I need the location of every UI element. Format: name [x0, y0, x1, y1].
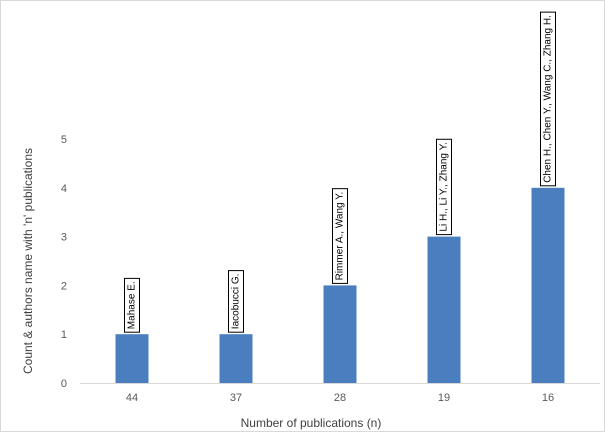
data-label-text: Chen H., Chen Y., Wang C., Zhang H. [543, 15, 554, 183]
bar [115, 334, 149, 383]
data-label-box [436, 138, 452, 236]
data-label: Rimmer A., Wang Y. [332, 188, 348, 284]
data-label-box [540, 11, 556, 187]
x-tick-label: 37 [230, 392, 242, 404]
bars [115, 187, 565, 383]
data-label-text: Li H., Li Y., Zhang Y. [439, 142, 450, 231]
y-axis-title: Count & authors name with 'n' publicatio… [21, 148, 35, 374]
bar [323, 285, 357, 383]
x-tick-labels: 44 37 28 19 16 [126, 392, 554, 404]
data-label-text: Mahase E. [127, 281, 138, 329]
data-label-text: Iacobucci G. [231, 274, 242, 330]
y-tick-label: 2 [61, 280, 67, 292]
y-tick-label: 0 [61, 378, 67, 390]
data-label-box [228, 270, 244, 333]
y-tick-label: 4 [61, 183, 67, 195]
bar [427, 236, 461, 383]
data-label: Li H., Li Y., Zhang Y. [436, 138, 452, 236]
x-tick-label: 44 [126, 392, 138, 404]
data-label-box [332, 188, 348, 284]
x-tick-label: 28 [334, 392, 346, 404]
y-tick-label: 1 [61, 329, 67, 341]
data-labels: Mahase E. Iacobucci G. Rimmer A., Wang Y. L… [124, 11, 556, 333]
data-label: Mahase E. [124, 277, 140, 333]
data-label-box [124, 277, 140, 333]
data-label: Iacobucci G. [228, 270, 244, 333]
y-tick-label: 5 [61, 134, 67, 146]
y-tick-label: 3 [61, 232, 67, 244]
data-label-text: Rimmer A., Wang Y. [335, 192, 346, 281]
data-label: Chen H., Chen Y., Wang C., Zhang H. [540, 11, 556, 187]
x-axis-title: Number of publications (n) [241, 416, 382, 430]
x-tick-label: 19 [438, 392, 450, 404]
bar [219, 334, 253, 383]
bar [531, 187, 565, 383]
y-tick-labels: 0 1 2 3 4 5 [61, 134, 67, 390]
x-tick-label: 16 [542, 392, 554, 404]
